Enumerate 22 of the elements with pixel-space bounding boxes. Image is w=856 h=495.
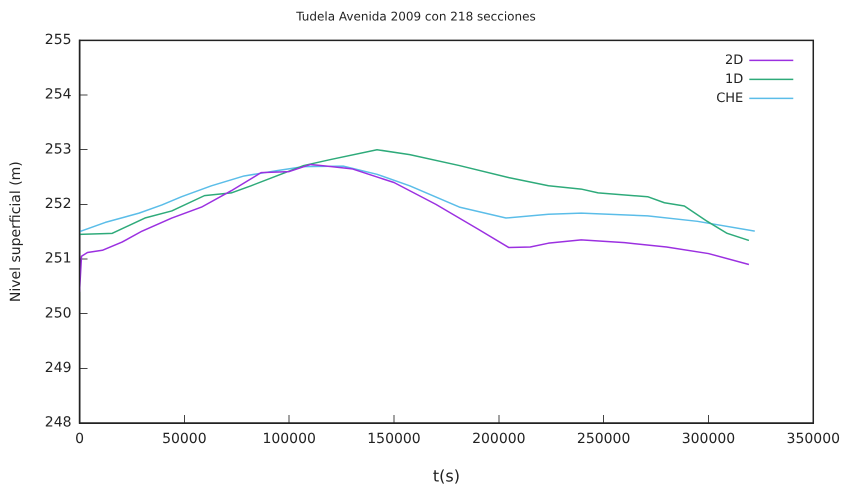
legend-label: 1D <box>724 72 744 87</box>
x-tick-label: 300000 <box>682 431 736 448</box>
x-tick-label: 0 <box>75 431 84 448</box>
y-axis-title: Nivel superficial (m) <box>8 161 24 302</box>
x-axis-title: t(s) <box>432 466 460 486</box>
x-tick-label: 350000 <box>786 431 840 448</box>
legend-label: CHE <box>716 90 744 106</box>
y-tick-label: 252 <box>44 196 72 212</box>
y-tick-label: 254 <box>44 86 72 103</box>
y-tick-label: 255 <box>44 32 72 48</box>
y-tick-label: 253 <box>44 141 72 158</box>
y-tick-label: 250 <box>44 305 72 322</box>
y-tick-label: 249 <box>44 360 72 376</box>
chart-title: Tudela Avenida 2009 con 218 secciones <box>295 9 536 24</box>
x-tick-label: 50000 <box>162 431 207 448</box>
y-tick-label: 248 <box>44 414 72 431</box>
legend-label: 2D <box>724 52 744 68</box>
x-tick-label: 200000 <box>472 431 526 448</box>
y-tick-label: 251 <box>44 250 72 267</box>
x-tick-label: 150000 <box>367 431 421 448</box>
x-tick-label: 250000 <box>576 431 630 448</box>
x-tick-label: 100000 <box>262 431 316 448</box>
